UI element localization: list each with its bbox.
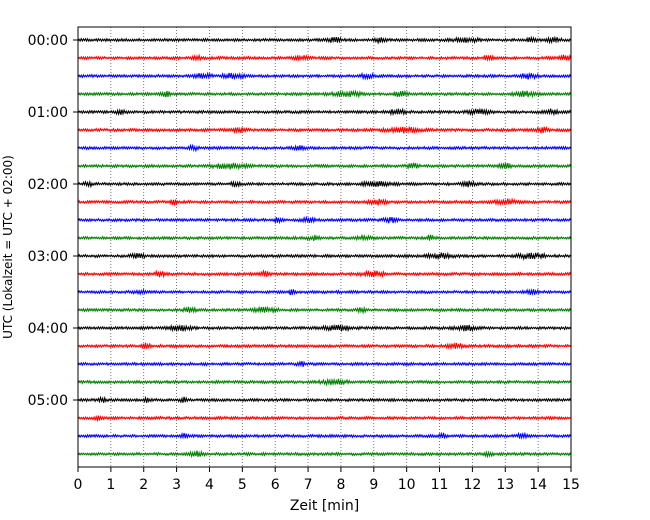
y-tick-label: 01:00 xyxy=(28,105,68,121)
trace-0500 xyxy=(77,395,572,404)
trace-0145 xyxy=(77,162,572,171)
trace-0430 xyxy=(77,360,572,368)
x-tick-label: 8 xyxy=(336,477,345,493)
trace-0545 xyxy=(77,449,572,459)
x-tick-label: 10 xyxy=(398,477,416,493)
trace-0230 xyxy=(77,215,572,225)
x-tick-label: 1 xyxy=(106,477,115,493)
x-tick-label: 2 xyxy=(139,477,148,493)
trace-0345 xyxy=(77,305,572,315)
x-tick-label: 15 xyxy=(562,477,580,493)
trace-0000 xyxy=(77,35,572,45)
x-tick-label: 7 xyxy=(304,477,313,493)
trace-0030 xyxy=(77,71,572,81)
trace-0115 xyxy=(77,125,572,135)
trace-0315 xyxy=(77,269,572,279)
trace-group xyxy=(77,35,572,459)
trace-0330 xyxy=(77,288,572,297)
trace-0400 xyxy=(77,323,572,333)
x-tick-label: 11 xyxy=(431,477,449,493)
vertical-grid-lines xyxy=(110,27,539,467)
trace-0245 xyxy=(77,233,572,242)
trace-0200 xyxy=(77,179,572,189)
trace-0100 xyxy=(77,107,572,117)
trace-0515 xyxy=(77,414,572,423)
trace-0045 xyxy=(77,89,572,99)
x-tick-label: 9 xyxy=(369,477,378,493)
y-tick-label: 04:00 xyxy=(28,321,68,337)
y-axis-label: UTC (Lokalzeit = UTC + 02:00) xyxy=(1,155,15,339)
x-tick-label: 4 xyxy=(205,477,214,493)
x-tick-label: 0 xyxy=(74,477,83,493)
trace-0015 xyxy=(77,53,572,63)
x-axis-ticks: 0 1 2 3 4 5 6 7 8 9 10 11 12 13 14 15 xyxy=(74,467,580,493)
x-tick-label: 3 xyxy=(172,477,181,493)
plot-frame xyxy=(77,26,572,468)
x-tick-label: 14 xyxy=(529,477,547,493)
x-tick-label: 13 xyxy=(496,477,514,493)
trace-0215 xyxy=(77,197,572,207)
y-tick-label: 03:00 xyxy=(28,249,68,265)
x-axis-label: Zeit [min] xyxy=(290,498,359,514)
y-tick-label: 00:00 xyxy=(28,33,68,49)
x-tick-label: 6 xyxy=(271,477,280,493)
y-tick-label: 05:00 xyxy=(28,393,68,409)
x-tick-label: 12 xyxy=(463,477,481,493)
y-tick-label: 02:00 xyxy=(28,177,68,193)
trace-0300 xyxy=(77,251,572,261)
trace-0445 xyxy=(77,377,572,387)
trace-0415 xyxy=(77,341,572,351)
trace-0130 xyxy=(77,143,572,153)
y-axis-ticks: 00:00 01:00 02:00 03:00 04:00 05:00 xyxy=(28,33,78,409)
trace-0530 xyxy=(77,431,572,440)
x-tick-label: 5 xyxy=(238,477,247,493)
